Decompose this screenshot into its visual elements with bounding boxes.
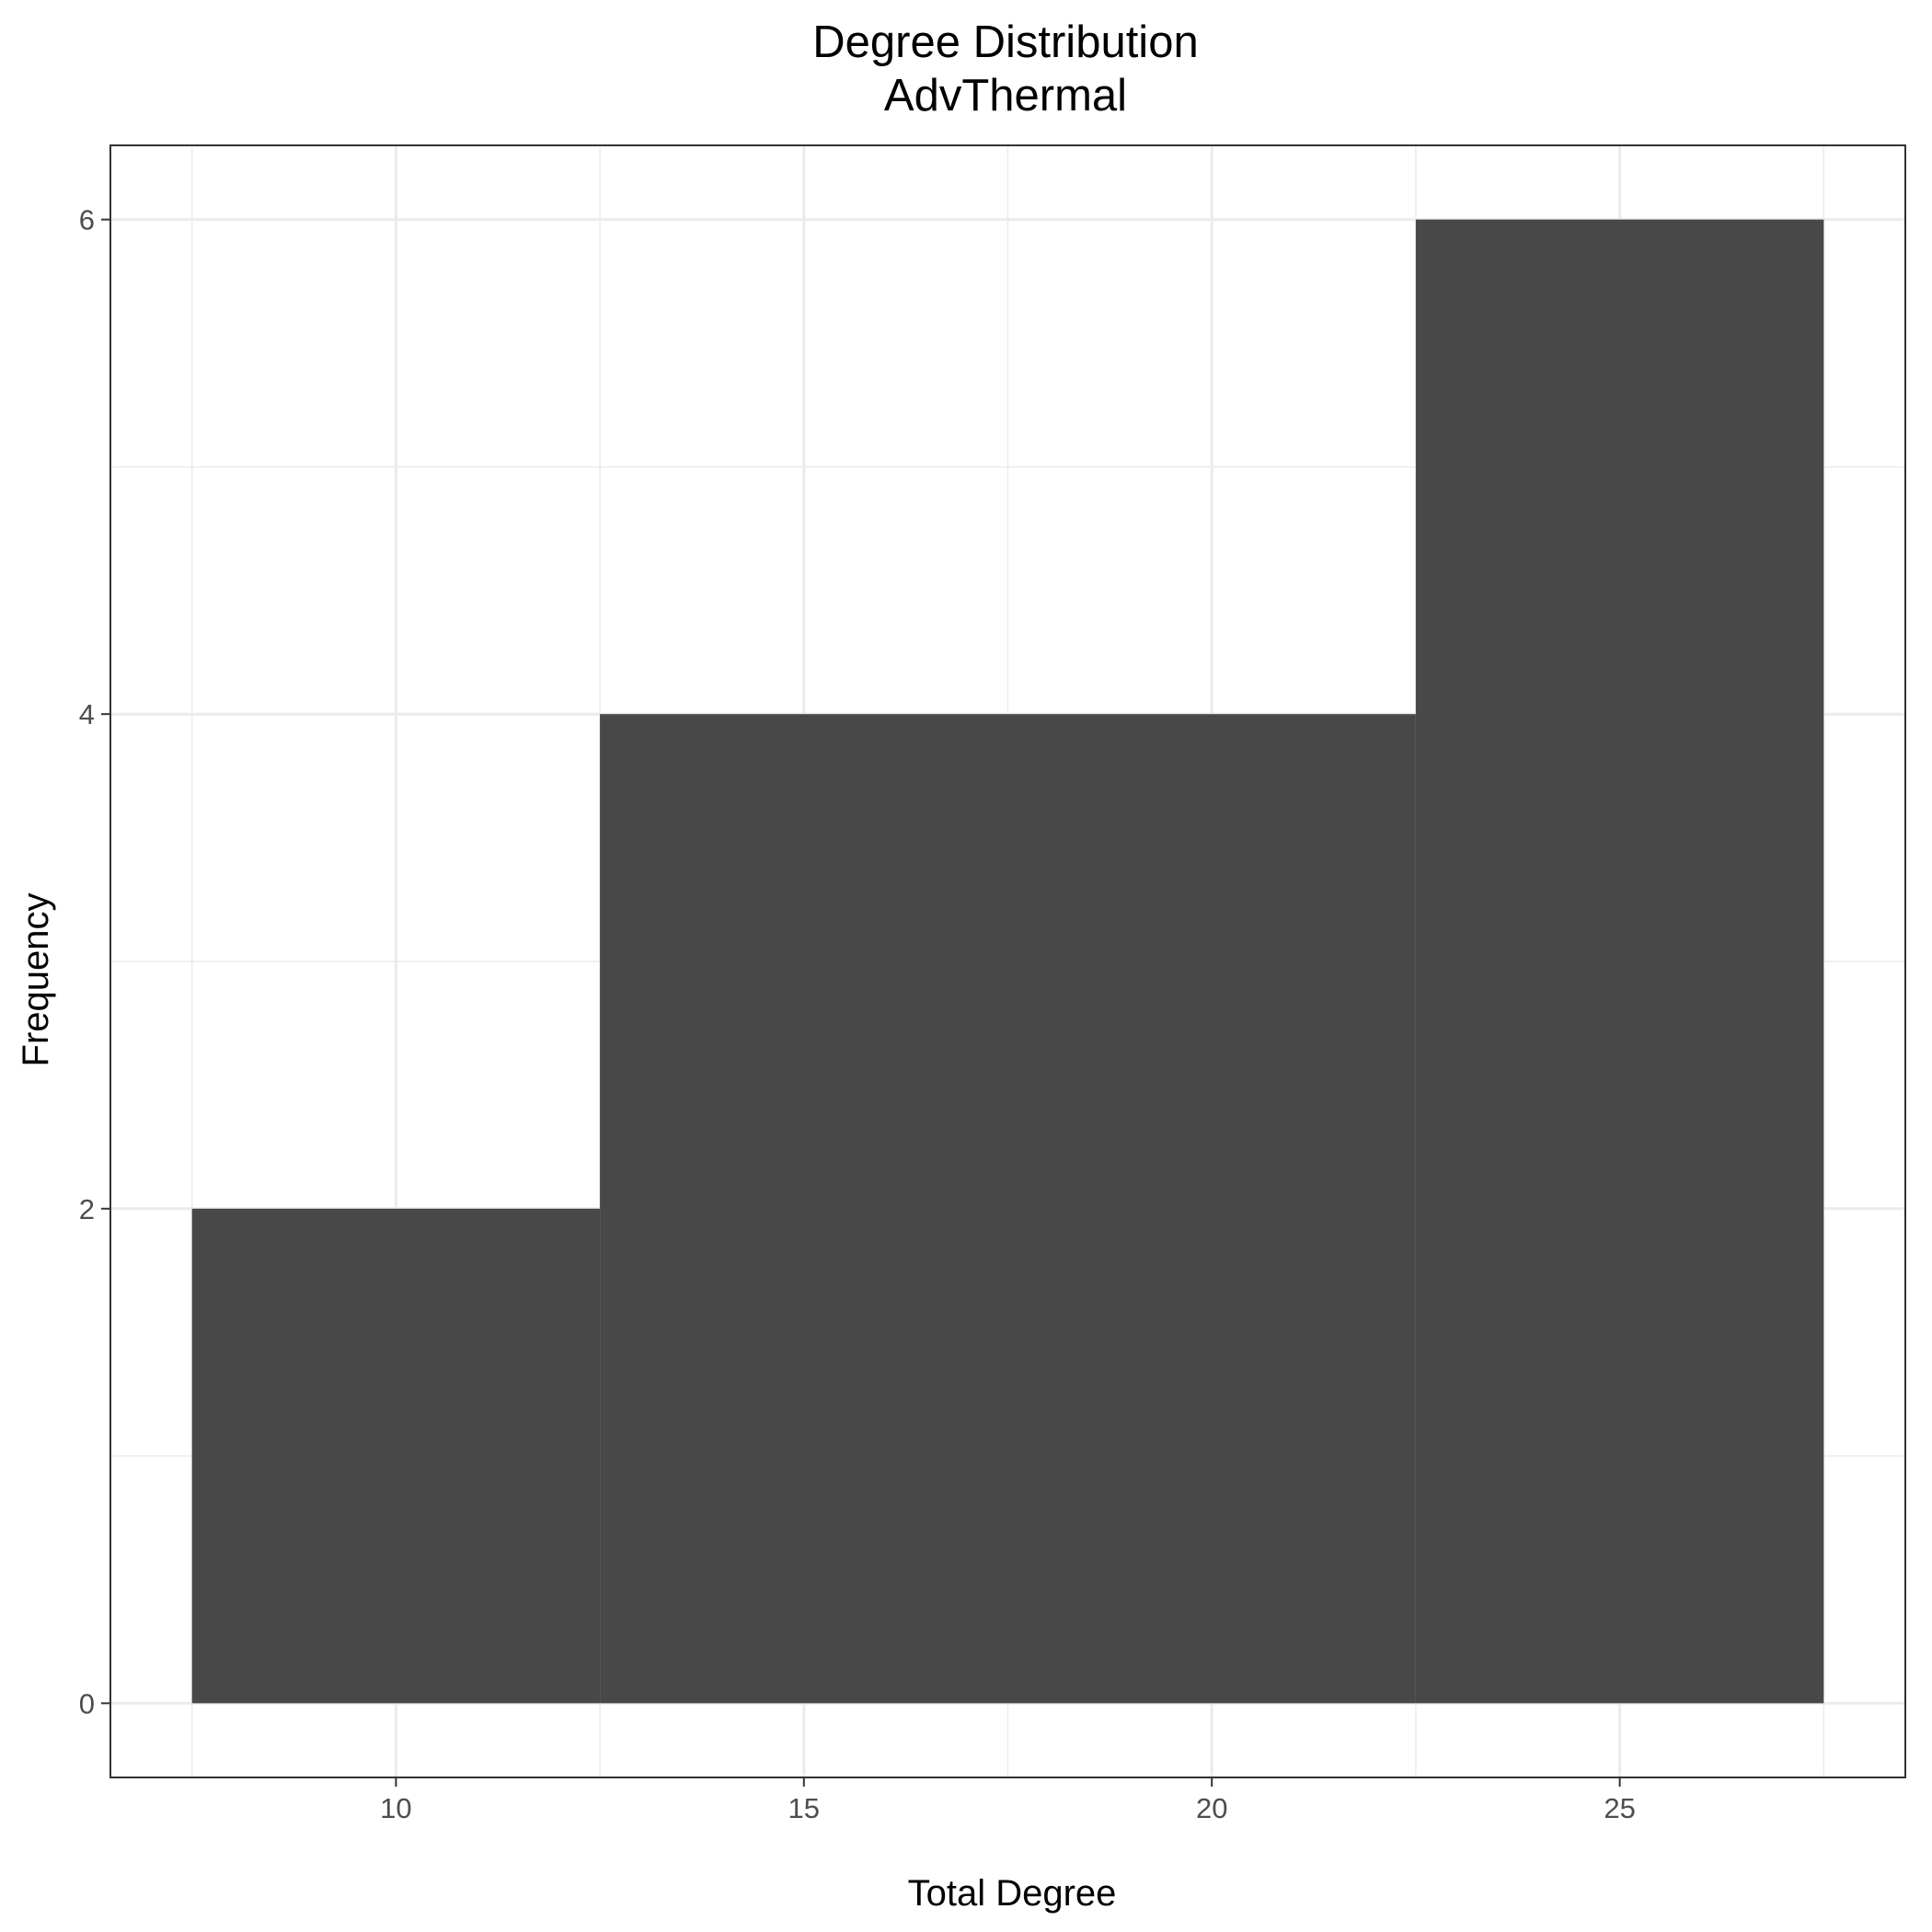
- x-axis-title: Total Degree: [908, 1873, 1117, 1914]
- histogram-bar-4: [1415, 219, 1824, 1704]
- y-axis: 0 2 4 6: [79, 204, 110, 1719]
- histogram-bar-3: [1007, 714, 1416, 1704]
- y-tick-label: 4: [79, 698, 95, 730]
- chart-title: Degree Distribution: [812, 17, 1198, 67]
- panel-border: [109, 144, 1906, 1778]
- y-tick-label: 2: [79, 1193, 95, 1225]
- y-axis-title: Frequency: [16, 893, 56, 1067]
- x-tick-label: 20: [1196, 1792, 1227, 1824]
- y-tick-label: 0: [79, 1687, 95, 1719]
- x-tick-label: 25: [1604, 1792, 1635, 1824]
- x-tick-label: 10: [380, 1792, 411, 1824]
- chart-subtitle: AdvThermal: [884, 71, 1127, 121]
- histogram-bar-1: [191, 1208, 601, 1704]
- x-axis: 10 15 20 25: [380, 1777, 1636, 1824]
- histogram-bar-2: [600, 714, 1008, 1704]
- y-tick-label: 6: [79, 204, 95, 236]
- x-tick-label: 15: [788, 1792, 820, 1824]
- histogram-bars: [191, 219, 1824, 1704]
